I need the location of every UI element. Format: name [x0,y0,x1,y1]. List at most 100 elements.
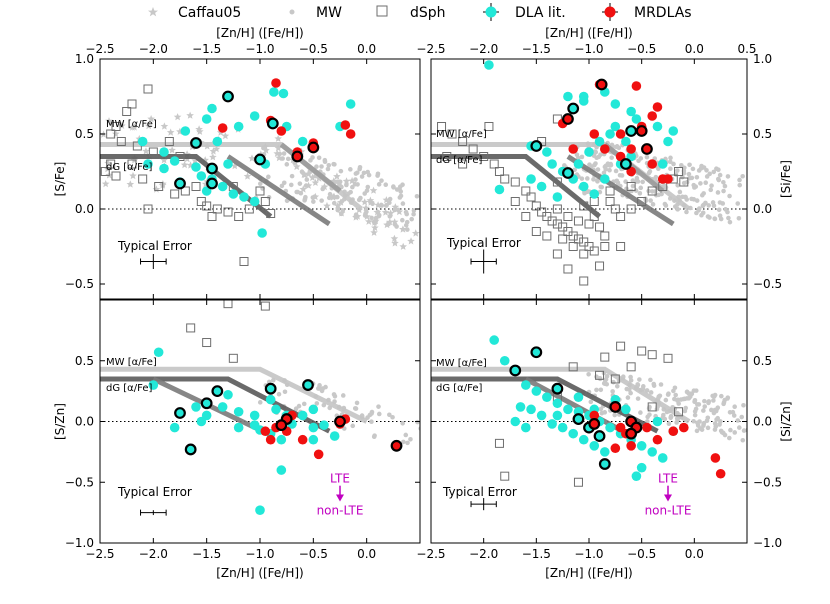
mw-point [648,377,653,383]
mw-point [658,382,664,387]
mw-point [696,402,702,407]
mw-point [257,400,263,405]
mw-point [700,210,706,216]
outlined-absorber-point [572,413,585,425]
y-axis-label: [Si/Fe] [779,160,793,198]
dsph-point [552,204,562,214]
mw-point [716,207,722,213]
mw-point [322,159,328,165]
mw-point [403,432,409,438]
dla-point [568,428,578,439]
dla-point [159,163,169,174]
mw-point [726,435,732,441]
dsph-point [500,471,510,481]
dla-point [212,136,223,147]
mw-point [359,174,365,179]
mrdla-point [715,468,726,479]
dsph-point [626,204,636,214]
mw-point [653,174,659,180]
mw-point [603,377,609,382]
outlined-absorber-point [254,153,266,166]
caffau05-star [144,122,153,130]
dsph-point [605,197,615,206]
mw-point [706,203,711,208]
caffau05-star [128,123,137,131]
y-tick-label: 0.0 [75,415,94,429]
caffau05-star [390,234,399,242]
dla-point [319,420,329,430]
mw-point [712,427,718,432]
dla-point [515,402,526,412]
mrdla-point [345,129,356,139]
outlined-absorber-point [174,177,186,190]
mw-point [704,168,709,173]
mrdla-point [297,434,308,445]
dsph-point [106,129,116,139]
mw-point [613,168,619,174]
mw-point [650,202,656,207]
dsph-point [558,234,568,244]
mw-point [372,433,377,438]
dla-point [610,99,621,109]
mw-point [684,389,690,395]
dla-point [521,422,531,433]
lte-arrow-head [336,494,344,502]
x-tick-label: −1.5 [192,547,221,561]
caffau05-star [352,213,360,221]
mw-point [701,423,706,428]
dsph-point [595,222,605,232]
dla-point [552,410,563,421]
legend-label-caffau05: Caffau05 [178,5,241,21]
dla-point [484,60,494,70]
mw-point [602,164,608,170]
mw-point [401,439,406,445]
legend-mrdla-marker [604,6,616,18]
caffau05-star [112,129,120,138]
dla-point [153,347,164,358]
dla-point [526,174,536,184]
mw-point [700,203,706,209]
x-tick-label-top: −0.5 [299,42,328,56]
mw-point [668,155,673,161]
mw-point [640,179,645,185]
mw-point [673,392,679,398]
dsph-point [468,144,478,154]
dla-point [605,422,615,433]
mw-point [717,172,723,178]
mrdla-point [631,81,642,91]
mw-point [357,166,362,172]
mw-point [331,200,337,206]
legend-label-mrdla: MRDLAs [634,5,692,21]
caffau05-star [373,208,382,216]
mw-point [400,201,406,206]
mw-point [586,371,591,377]
dla-point [589,189,600,199]
dsph-point [616,341,626,351]
mw-point [440,234,445,239]
mrdla-point [276,126,287,136]
mw-point [354,400,360,406]
mw-point [693,406,699,412]
dla-point [578,96,589,106]
mw-point [427,215,432,220]
caffau05-star [386,218,394,226]
mw-point [332,393,338,399]
mw-point [297,181,303,186]
mw-point [723,207,728,212]
caffau05-star [196,127,204,135]
dla-point [552,192,563,202]
mw-point [608,162,614,168]
caffau05-star [118,121,126,129]
dla-point [233,121,244,132]
dla-point [652,121,663,132]
dla-point [573,159,584,169]
dsph-point [626,182,636,191]
mrdla-point [679,422,689,433]
dsph-point [494,438,504,448]
outlined-absorber-point [200,397,213,410]
outlined-absorber-point [598,458,611,470]
mw-point [387,196,393,202]
dla-point [668,126,679,136]
caffau05-star [311,178,320,186]
outlined-absorber-point [302,379,314,391]
